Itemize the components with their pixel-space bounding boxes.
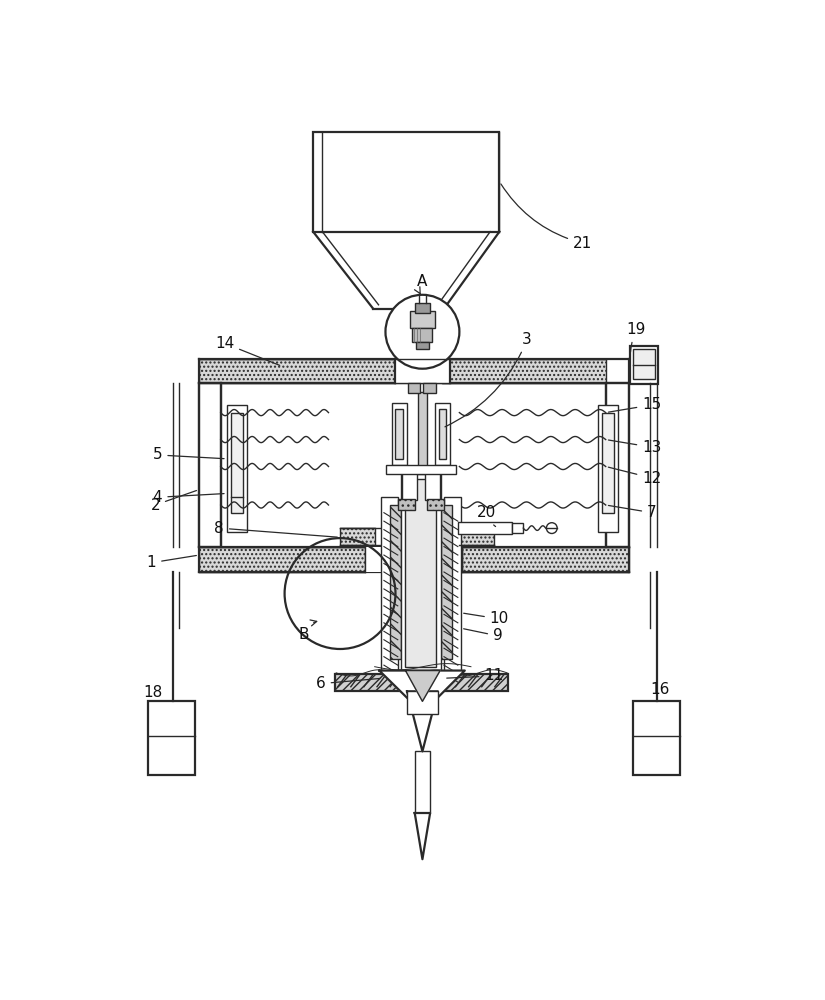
Text: A: A xyxy=(414,274,427,295)
Bar xyxy=(441,505,452,659)
Bar xyxy=(415,751,430,813)
Bar xyxy=(602,413,614,513)
Text: 7: 7 xyxy=(608,505,657,520)
Bar xyxy=(630,346,658,384)
Bar xyxy=(435,403,450,465)
Bar xyxy=(398,499,415,510)
Bar xyxy=(408,383,420,393)
Bar xyxy=(381,497,398,674)
Text: 1: 1 xyxy=(147,555,196,570)
Bar xyxy=(417,369,427,600)
Circle shape xyxy=(385,295,460,369)
Bar xyxy=(148,701,196,774)
Text: 15: 15 xyxy=(608,397,662,412)
Bar xyxy=(406,479,436,667)
Polygon shape xyxy=(415,813,430,859)
Bar xyxy=(598,405,618,532)
Polygon shape xyxy=(380,671,464,713)
Text: 13: 13 xyxy=(608,440,662,455)
Bar xyxy=(416,369,429,392)
Text: 14: 14 xyxy=(214,336,280,365)
Bar xyxy=(402,470,417,500)
Polygon shape xyxy=(406,671,441,701)
Bar xyxy=(512,523,523,533)
Bar xyxy=(444,497,461,674)
Text: 3: 3 xyxy=(445,332,532,427)
Bar xyxy=(390,505,401,659)
Bar xyxy=(606,383,629,547)
Bar xyxy=(634,349,655,379)
Text: 10: 10 xyxy=(464,611,509,626)
Text: 19: 19 xyxy=(627,322,646,352)
Text: 12: 12 xyxy=(608,467,662,486)
Bar xyxy=(394,359,450,383)
Text: 21: 21 xyxy=(501,184,592,251)
Text: 5: 5 xyxy=(153,447,224,462)
Bar xyxy=(199,547,365,572)
Bar xyxy=(423,383,436,393)
Bar xyxy=(415,303,430,312)
Bar xyxy=(227,405,247,532)
Bar xyxy=(392,403,407,465)
Text: 18: 18 xyxy=(144,685,168,701)
Text: B: B xyxy=(299,620,317,642)
Text: 11: 11 xyxy=(447,668,503,683)
Bar xyxy=(340,528,375,545)
Bar xyxy=(441,359,606,383)
Bar xyxy=(439,409,446,459)
Text: 16: 16 xyxy=(650,682,669,701)
Bar xyxy=(386,465,455,474)
Bar xyxy=(633,701,681,774)
Bar xyxy=(313,132,499,232)
Circle shape xyxy=(546,523,557,533)
Bar xyxy=(458,522,512,534)
Bar xyxy=(231,413,243,513)
Bar xyxy=(427,499,444,510)
Bar xyxy=(365,547,462,572)
Text: 2: 2 xyxy=(150,491,196,512)
Text: 6: 6 xyxy=(316,676,380,691)
Bar xyxy=(425,470,441,500)
Bar xyxy=(199,359,395,383)
Bar xyxy=(407,691,438,714)
Text: 8: 8 xyxy=(214,521,337,537)
Bar xyxy=(335,674,508,691)
Bar xyxy=(417,342,429,349)
Bar xyxy=(410,311,435,328)
Bar xyxy=(401,474,441,671)
Bar xyxy=(395,409,403,459)
Text: 4: 4 xyxy=(153,490,224,505)
Text: 20: 20 xyxy=(477,505,496,527)
Polygon shape xyxy=(407,691,438,751)
Text: 9: 9 xyxy=(464,628,502,643)
Bar xyxy=(462,547,629,572)
Bar xyxy=(199,383,221,547)
Bar xyxy=(460,528,494,545)
Bar xyxy=(412,328,432,342)
